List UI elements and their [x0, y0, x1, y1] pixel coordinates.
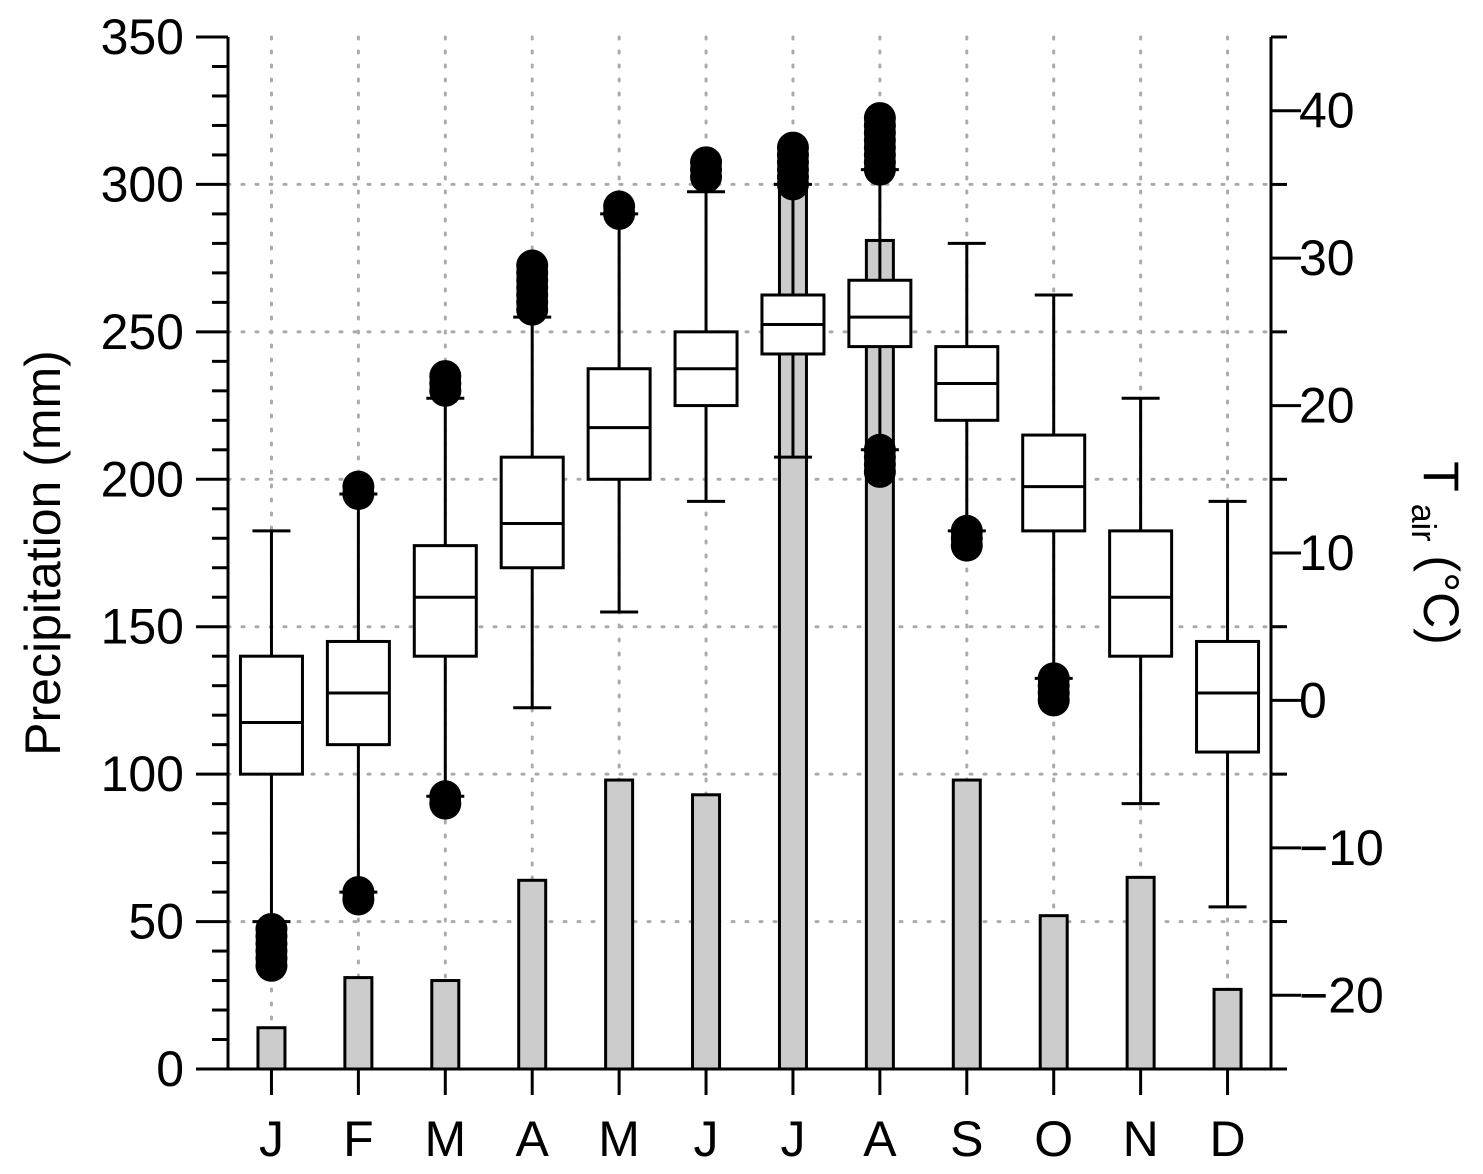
y2-axis-title-unit: (°C) [1413, 542, 1469, 645]
precipitation-bar [1212, 987, 1243, 1071]
y2-axis-title: Tair (°C) [1404, 461, 1469, 645]
y2-tick-label: −20 [1299, 967, 1384, 1023]
precipitation-bar [604, 778, 635, 1071]
precipitation-bar [343, 976, 374, 1071]
x-tick-label: N [1123, 1111, 1159, 1167]
temperature-boxplot [1108, 396, 1174, 806]
interquartile-box [238, 654, 304, 776]
y2-tick-label: 40 [1299, 83, 1355, 139]
temperature-boxplots [238, 102, 1261, 982]
temperature-boxplot [847, 102, 913, 488]
temperature-boxplot [412, 360, 478, 820]
interquartile-box [586, 367, 652, 481]
y2-tick-label: −10 [1299, 820, 1384, 876]
y2-tick-label: 20 [1299, 378, 1355, 434]
precipitation-bar [517, 878, 548, 1071]
precipitation-bar [1125, 875, 1156, 1071]
temperature-boxplot [934, 241, 1000, 562]
precipitation-bar [1038, 914, 1069, 1071]
y2-axis-title-main: T [1413, 461, 1469, 492]
x-tick-label: F [343, 1111, 374, 1167]
interquartile-box [1108, 529, 1174, 658]
outlier-point [429, 787, 462, 820]
outlier-point [516, 249, 549, 282]
temperature-boxplot [1021, 293, 1087, 717]
y-tick-label: 350 [101, 9, 184, 65]
x-tick-label: M [598, 1111, 640, 1167]
temperature-boxplot [586, 190, 652, 614]
x-tick-label: D [1209, 1111, 1245, 1167]
temperature-boxplot [499, 249, 565, 710]
y-tick-label: 250 [101, 304, 184, 360]
y2-tick-label: 0 [1299, 672, 1327, 728]
y2-tick-label: 30 [1299, 230, 1355, 286]
x-tick-label: M [424, 1111, 466, 1167]
y-tick-label: 50 [128, 894, 184, 950]
x-tick-label: J [780, 1111, 805, 1167]
y2-tick-label: 10 [1299, 525, 1355, 581]
outlier-point [255, 949, 288, 982]
x-tick-label: J [694, 1111, 719, 1167]
interquartile-box [847, 278, 913, 349]
interquartile-box [1195, 639, 1261, 754]
x-tick-label: J [259, 1111, 284, 1167]
outlier-point [863, 102, 896, 135]
outlier-point [342, 470, 375, 503]
x-tick-label: S [950, 1111, 983, 1167]
x-tick-label: A [863, 1111, 897, 1167]
outlier-point [603, 190, 636, 223]
y-tick-label: 300 [101, 156, 184, 212]
outlier-point [690, 146, 723, 179]
grid-lines [226, 35, 1273, 1071]
interquartile-box [499, 455, 565, 570]
precipitation-bar [256, 1026, 287, 1071]
y-tick-label: 0 [156, 1041, 184, 1097]
outlier-point [429, 360, 462, 393]
y-tick-label: 150 [101, 599, 184, 655]
outlier-point [776, 131, 809, 164]
precipitation-bar [430, 979, 461, 1071]
interquartile-box [1021, 433, 1087, 533]
y-tick-label: 200 [101, 451, 184, 507]
x-tick-label: A [516, 1111, 550, 1167]
outlier-point [342, 883, 375, 916]
y2-axis-title-sub: air [1404, 504, 1442, 542]
axes [196, 35, 1301, 1095]
outlier-point [1037, 662, 1070, 695]
y-axis-title: Precipitation (mm) [15, 350, 71, 756]
interquartile-box [412, 544, 478, 658]
temperature-boxplot [325, 470, 391, 916]
y-tick-label: 100 [101, 746, 184, 802]
precipitation-bar [691, 793, 722, 1071]
temperature-boxplot [673, 146, 739, 503]
outlier-point [950, 514, 983, 547]
outlier-point [863, 433, 896, 466]
temperature-boxplot [1195, 499, 1261, 909]
x-tick-label: O [1034, 1111, 1073, 1167]
temperature-boxplot [760, 131, 826, 459]
temperature-boxplot [238, 529, 304, 982]
precipitation-bar [951, 778, 982, 1071]
